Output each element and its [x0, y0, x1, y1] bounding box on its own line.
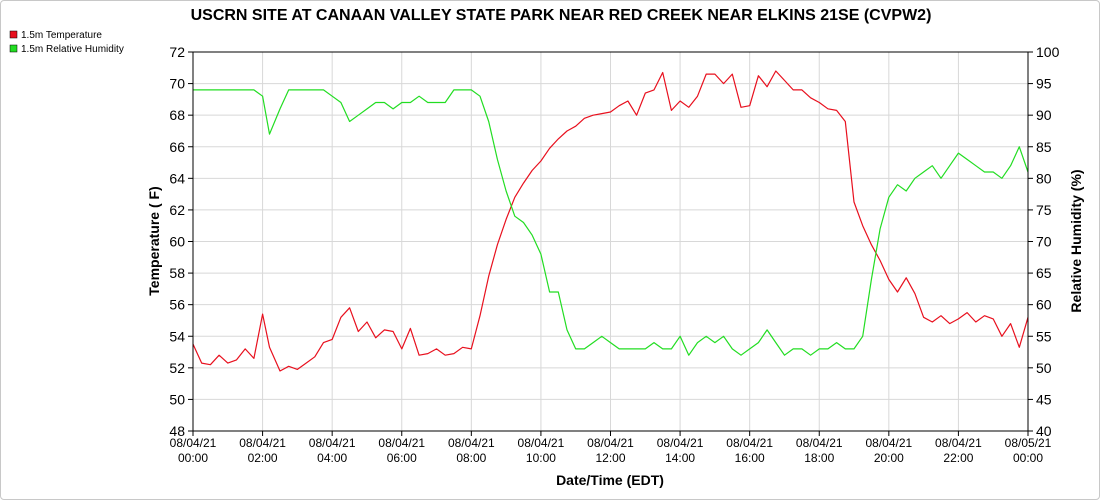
x-tick-date-label: 08/04/21 — [239, 436, 286, 450]
x-tick-time-label: 14:00 — [665, 451, 695, 465]
y-axis-left-title: Temperature ( F) — [146, 186, 162, 295]
x-axis-title: Date/Time (EDT) — [556, 472, 664, 488]
y-left-tick-label: 52 — [169, 360, 185, 376]
x-tick-time-label: 20:00 — [874, 451, 904, 465]
x-tick-time-label: 04:00 — [317, 451, 347, 465]
x-tick-date-label: 08/04/21 — [309, 436, 356, 450]
right-axis: 40 45 50 55 60 65 70 75 80 85 90 95 100 — [1028, 44, 1060, 439]
y-left-tick-label: 54 — [169, 328, 185, 344]
y-right-tick-label: 40 — [1036, 423, 1052, 439]
y-right-tick-label: 65 — [1036, 265, 1052, 281]
y-right-tick-label: 85 — [1036, 139, 1052, 155]
legend-swatch-temperature — [9, 30, 18, 39]
humidity-series-line — [193, 89, 1029, 356]
grid — [192, 51, 1029, 432]
y-left-tick-label: 48 — [169, 423, 185, 439]
x-tick-date-label: 08/04/21 — [518, 436, 565, 450]
y-right-tick-label: 50 — [1036, 360, 1052, 376]
y-left-tick-label: 70 — [169, 76, 185, 92]
x-tick-time-label: 12:00 — [595, 451, 625, 465]
y-left-tick-label: 64 — [169, 170, 185, 186]
x-tick-time-label: 02:00 — [248, 451, 278, 465]
temperature-series-line — [192, 70, 1029, 372]
y-right-tick-label: 80 — [1036, 170, 1052, 186]
x-tick-date-label: 08/04/21 — [170, 436, 217, 450]
x-tick-time-label: 16:00 — [735, 451, 765, 465]
x-tick-date-label: 08/04/21 — [378, 436, 425, 450]
legend: 1.5m Temperature 1.5m Relative Humidity — [9, 30, 124, 55]
legend-label-humidity: 1.5m Relative Humidity — [21, 44, 124, 55]
x-tick-date-label: 08/04/21 — [448, 436, 495, 450]
x-tick-time-label: 08:00 — [456, 451, 486, 465]
x-tick-time-label: 10:00 — [526, 451, 556, 465]
x-tick-time-label: 18:00 — [804, 451, 834, 465]
y-right-tick-label: 100 — [1036, 44, 1060, 60]
x-tick-date-label: 08/04/21 — [796, 436, 843, 450]
y-left-tick-label: 60 — [169, 234, 185, 250]
y-right-tick-label: 75 — [1036, 202, 1052, 218]
x-tick-time-label: 00:00 — [1013, 451, 1043, 465]
x-tick-time-label: 00:00 — [178, 451, 208, 465]
y-right-tick-label: 55 — [1036, 328, 1052, 344]
left-axis: 48 50 52 54 56 58 60 62 64 66 68 70 72 — [169, 44, 193, 439]
x-axis: 08/04/2100:0008/04/2102:0008/04/2104:000… — [170, 431, 1052, 465]
x-tick-time-label: 06:00 — [387, 451, 417, 465]
x-tick-date-label: 08/04/21 — [657, 436, 704, 450]
chart-title: USCRN SITE AT CANAAN VALLEY STATE PARK N… — [191, 7, 932, 24]
y-left-tick-label: 66 — [169, 139, 185, 155]
y-left-tick-label: 72 — [169, 44, 185, 60]
legend-label-temperature: 1.5m Temperature — [21, 30, 102, 41]
y-right-tick-label: 70 — [1036, 234, 1052, 250]
y-right-tick-label: 90 — [1036, 107, 1052, 123]
x-tick-date-label: 08/04/21 — [726, 436, 773, 450]
y-left-tick-label: 50 — [169, 391, 185, 407]
x-tick-date-label: 08/05/21 — [1005, 436, 1052, 450]
series-layer — [192, 70, 1029, 372]
x-tick-date-label: 08/04/21 — [865, 436, 912, 450]
y-right-tick-label: 45 — [1036, 391, 1052, 407]
y-left-tick-label: 58 — [169, 265, 185, 281]
y-right-tick-label: 95 — [1036, 76, 1052, 92]
x-tick-time-label: 22:00 — [943, 451, 973, 465]
x-tick-date-label: 08/04/21 — [587, 436, 634, 450]
y-left-tick-label: 56 — [169, 297, 185, 313]
y-axis-right-title: Relative Humidity (%) — [1068, 169, 1084, 312]
y-right-tick-label: 60 — [1036, 297, 1052, 313]
x-tick-date-label: 08/04/21 — [935, 436, 982, 450]
legend-swatch-humidity — [9, 44, 18, 53]
y-left-tick-label: 62 — [169, 202, 185, 218]
y-left-tick-label: 68 — [169, 107, 185, 123]
